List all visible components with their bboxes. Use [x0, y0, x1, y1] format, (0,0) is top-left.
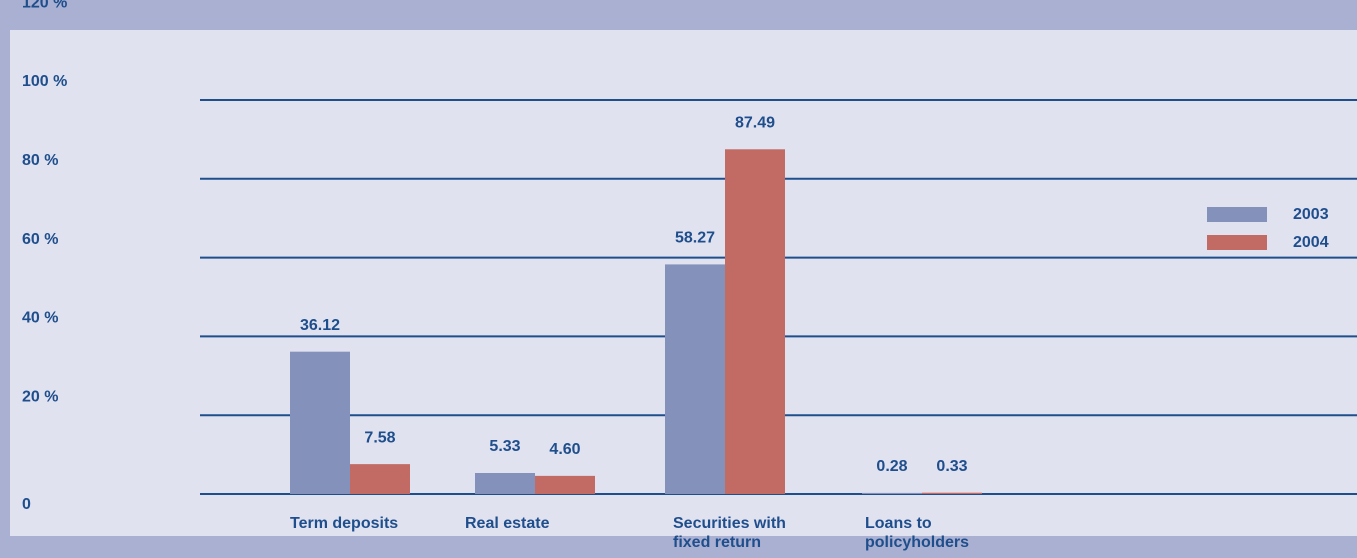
data-label: 7.58	[364, 429, 395, 446]
y-tick-label: 120 %	[22, 0, 67, 11]
legend-swatch	[1207, 207, 1267, 222]
bar	[665, 264, 725, 494]
bar	[725, 149, 785, 494]
y-tick-label: 0	[22, 496, 31, 513]
y-tick-label: 100 %	[22, 73, 67, 90]
x-tick-label: Securities with fixed return	[673, 515, 786, 551]
bar	[535, 475, 595, 494]
data-label: 36.12	[300, 317, 340, 334]
y-tick-label: 60 %	[22, 231, 58, 248]
data-label: 0.33	[936, 458, 967, 475]
legend-swatch	[1207, 235, 1267, 250]
data-label: 4.60	[549, 441, 580, 458]
bar	[350, 464, 410, 494]
x-tick-label: Term deposits	[290, 515, 399, 532]
bar	[290, 351, 350, 494]
legend-label: 2003	[1293, 206, 1329, 223]
data-label: 87.49	[735, 115, 775, 132]
bar	[922, 492, 982, 494]
y-tick-label: 20 %	[22, 388, 58, 405]
data-label: 0.28	[876, 458, 907, 475]
y-tick-label: 40 %	[22, 310, 58, 327]
y-tick-label: 80 %	[22, 152, 58, 169]
x-tick-label: Loans to policyholders	[865, 515, 970, 551]
bar	[475, 472, 535, 494]
bar	[862, 492, 922, 494]
data-label: 58.27	[675, 230, 715, 247]
legend-label: 2004	[1293, 234, 1329, 251]
x-tick-label: Real estate	[465, 515, 550, 532]
data-label: 5.33	[489, 438, 520, 455]
